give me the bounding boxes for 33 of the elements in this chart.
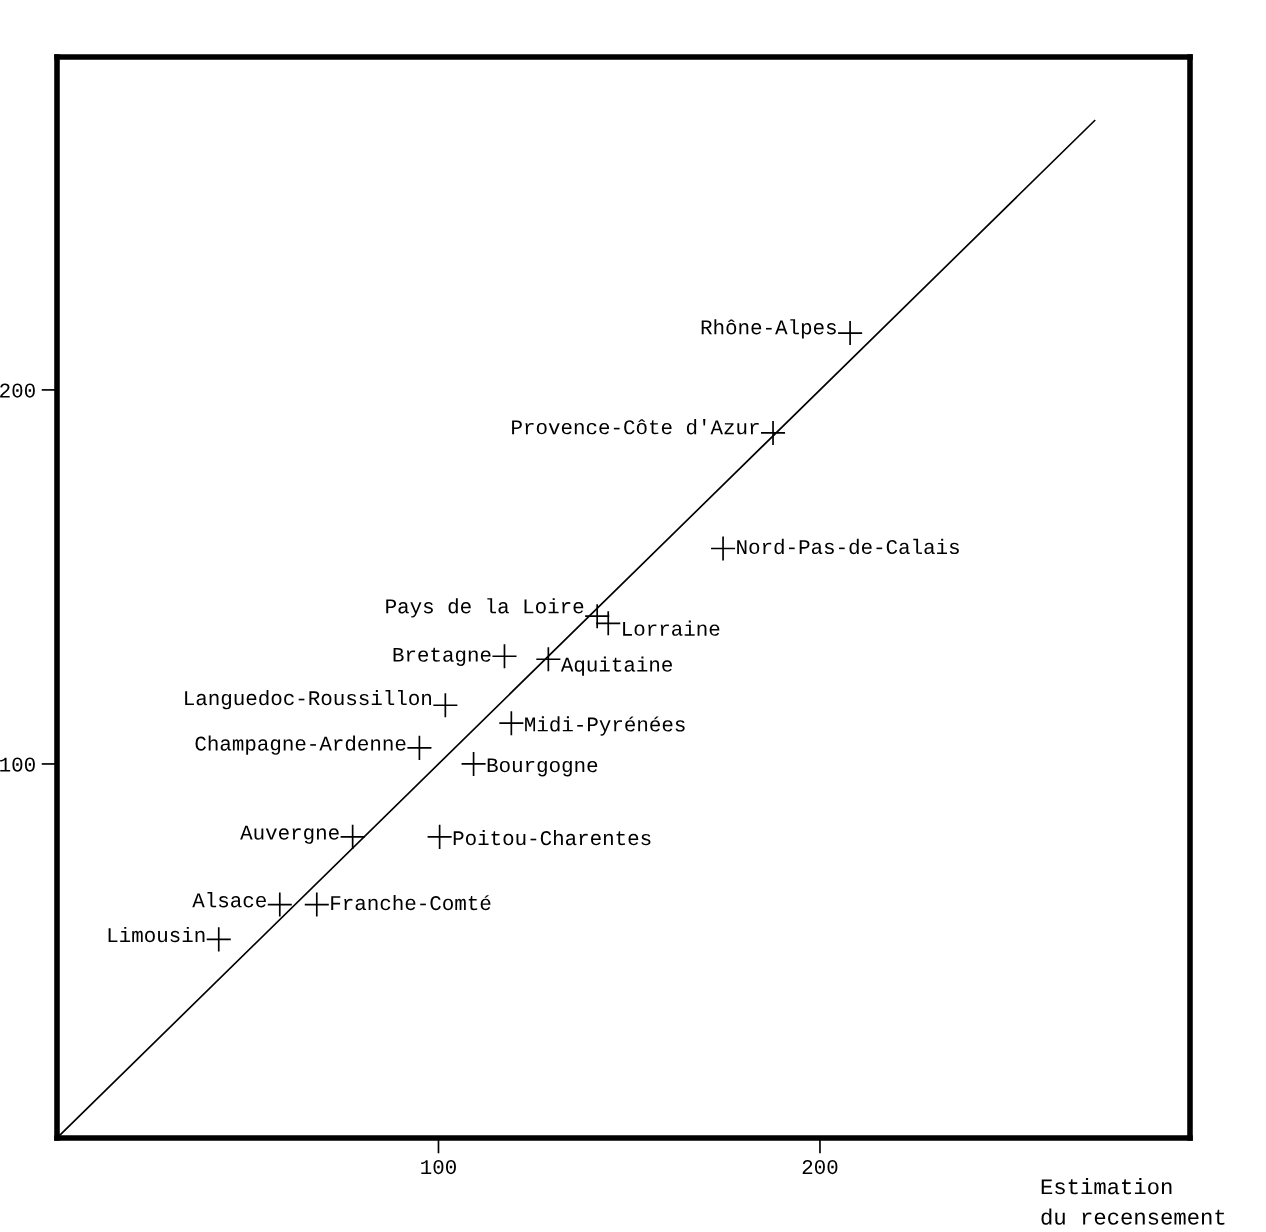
data-label: Bretagne [393, 647, 491, 666]
data-label: Languedoc-Roussillon [185, 689, 431, 710]
point [492, 644, 517, 669]
point [596, 611, 621, 636]
point [499, 711, 524, 736]
data-label: Franche-Comté [331, 894, 491, 911]
point [340, 824, 365, 849]
point [585, 604, 610, 629]
point [304, 892, 329, 917]
point [407, 735, 432, 760]
point [838, 321, 863, 346]
data-label: Aquitaine [560, 656, 672, 676]
data-label: Pays de la Loire [386, 598, 584, 618]
data-label: Champagne-Ardenne [195, 735, 406, 755]
point [427, 824, 452, 849]
data-label: Bourgogne [487, 758, 598, 777]
point [761, 420, 786, 445]
data-label: Limousin [108, 926, 205, 943]
data-label: Midi-Pyrénées [525, 716, 685, 736]
x-axis-title: Estimation du recensement [1041, 1178, 1225, 1225]
data-label: Poitou-Charentes [453, 829, 651, 846]
point [267, 892, 292, 917]
data-label: Provence-Côte d'Azur [512, 419, 759, 435]
data-label: Lorraine [623, 620, 720, 636]
point [461, 751, 486, 776]
point [433, 693, 458, 718]
data-label: Rhône-Alpes [701, 319, 836, 339]
point [206, 927, 231, 952]
point [536, 647, 561, 672]
data-label: Alsace [192, 892, 266, 908]
data-label: Nord-Pas-de-Calais [737, 538, 959, 555]
data-label: Auvergne [240, 825, 339, 844]
point [711, 536, 736, 561]
